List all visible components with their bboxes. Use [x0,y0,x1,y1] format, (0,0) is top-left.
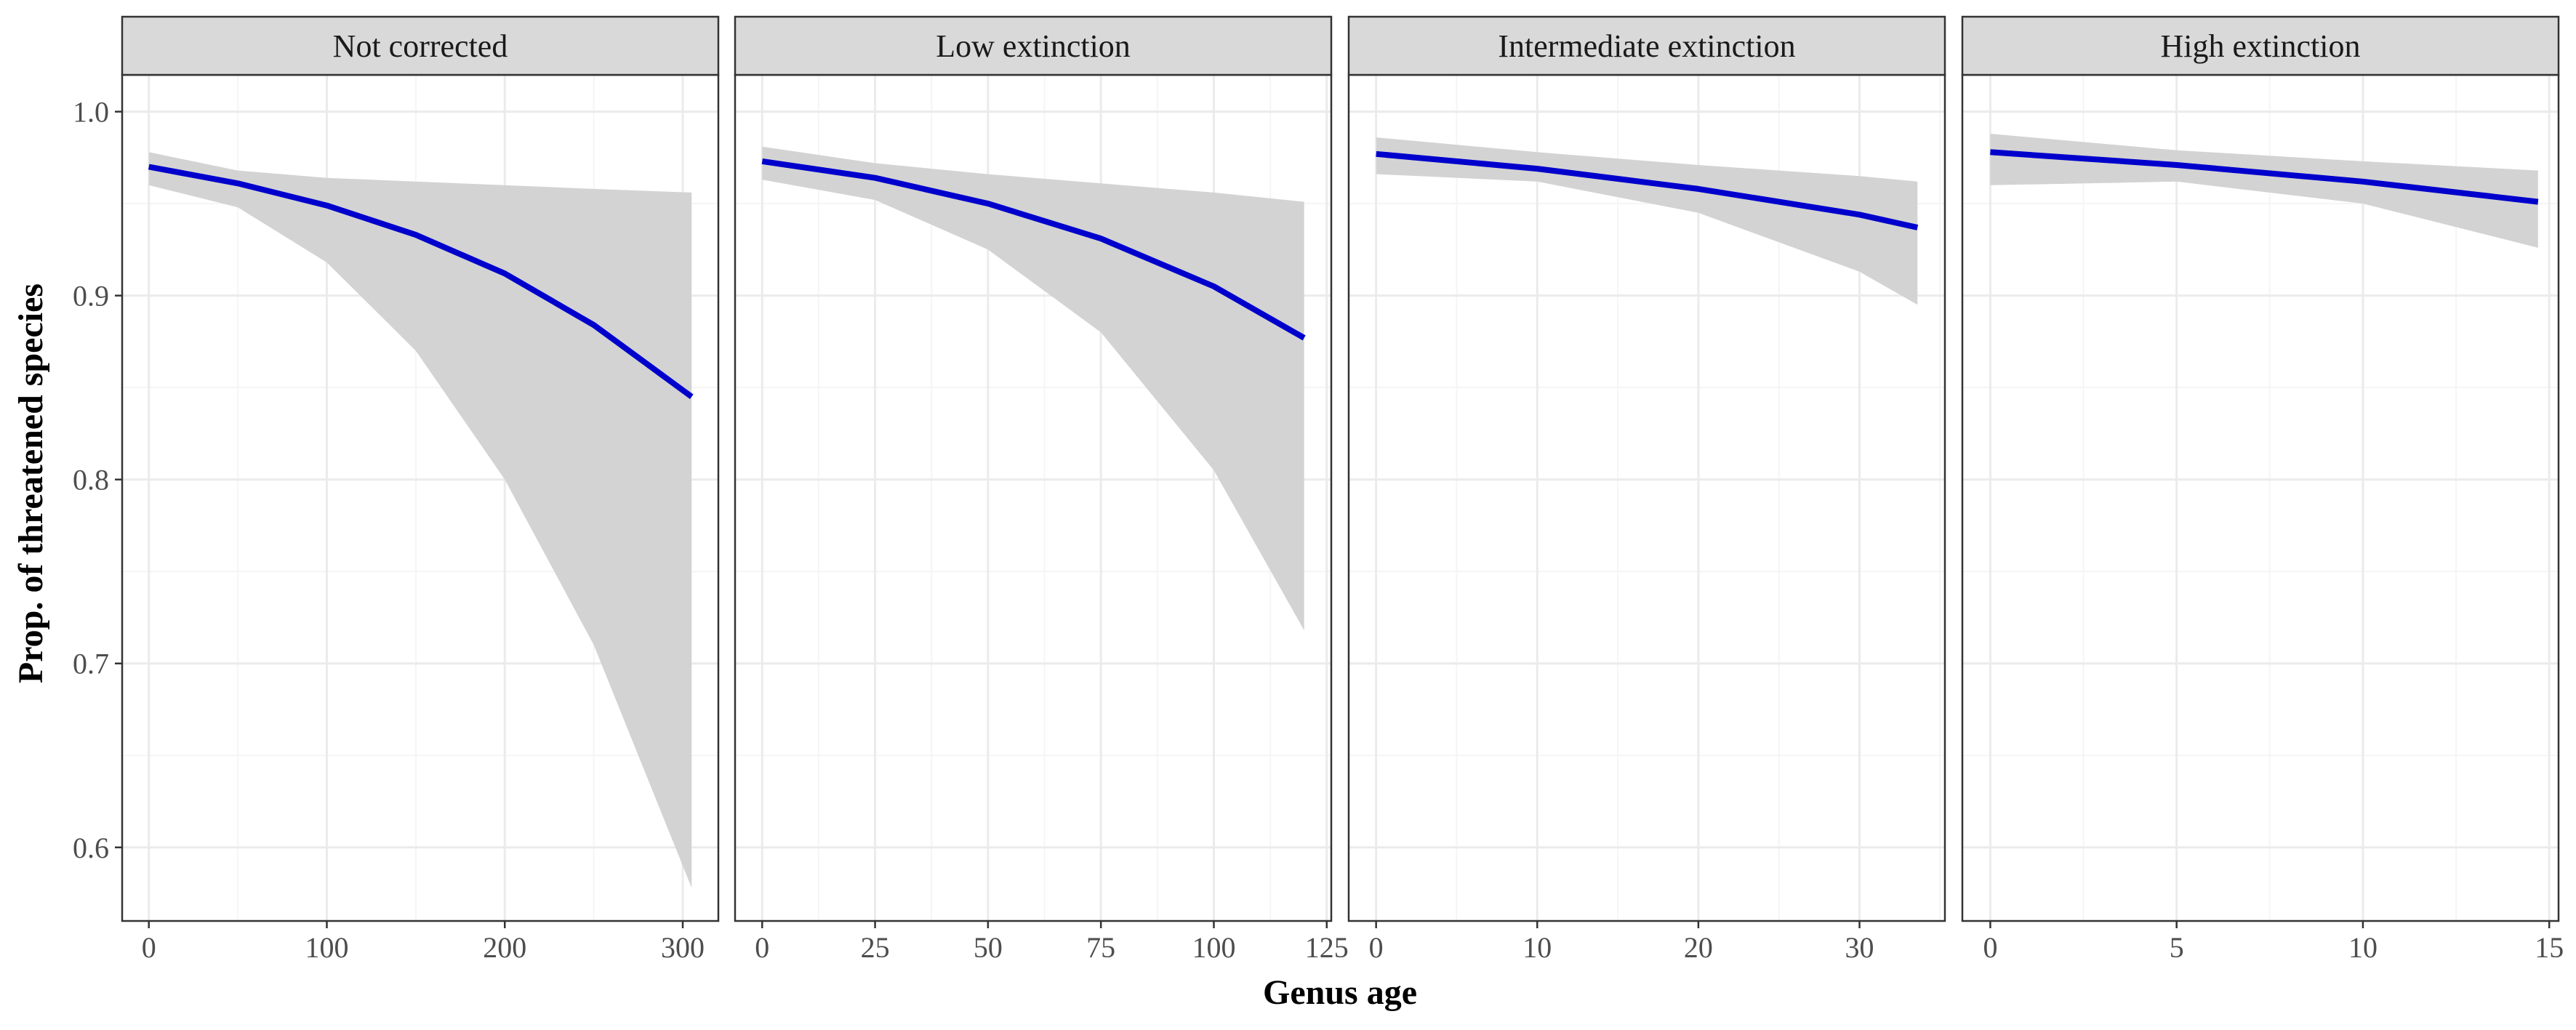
facet-strip-title: Intermediate extinction [1498,28,1795,64]
facet-strip-title: High extinction [2161,28,2361,64]
x-tick-label: 50 [974,931,1003,964]
x-tick-label: 125 [1305,931,1349,964]
x-tick-label: 0 [755,931,769,964]
confidence-band [148,152,692,888]
facet-strip [1961,15,2560,76]
fitted-line [1990,149,2539,205]
x-tick-label: 30 [1845,931,1874,964]
y-tick-label: 0.9 [73,280,109,313]
x-tick-label: 200 [483,931,526,964]
x-tick-label: 5 [2170,931,2184,964]
x-tick-label: 20 [1684,931,1713,964]
x-tick-label: 25 [861,931,890,964]
x-tick-label: 75 [1086,931,1115,964]
y-tick-label: 0.7 [73,648,109,680]
fitted-line [1376,150,1919,230]
y-axis-title: Prop. of threatened species [12,283,50,683]
facet-panel: Low extinction 0 25 50 75 100 125 [734,15,1349,964]
facet-strip [1347,15,1946,76]
x-tick-label: 0 [142,931,156,964]
x-tick-label: 300 [661,931,705,964]
facet-panel: High extinction 0 5 10 15 [1961,15,2564,964]
facet-strip [121,15,720,76]
facet-strip-title: Not corrected [333,28,508,64]
x-axis-title: Genus age [1263,973,1417,1012]
x-tick-label: 10 [1522,931,1552,964]
fitted-line [148,164,694,400]
x-tick-label: 10 [2348,931,2378,964]
x-tick-label: 0 [1369,931,1384,964]
facet-panel: Not corrected 0 100 200 300 [121,15,720,964]
y-tick-label: 1.0 [73,96,109,129]
x-tick-label: 100 [1192,931,1235,964]
y-tick-label: 0.8 [73,464,109,496]
facet-strip-title: Low extinction [936,28,1131,64]
fitted-line [761,158,1306,341]
x-tick-label: 100 [305,931,348,964]
x-tick-label: 15 [2535,931,2564,964]
x-tick-label: 0 [1983,931,1997,964]
confidence-band [1376,137,1918,305]
facet-strip [734,15,1333,76]
y-tick-label: 0.6 [73,832,109,864]
facet-panel: Intermediate extinction 0 10 20 30 [1347,15,1946,964]
